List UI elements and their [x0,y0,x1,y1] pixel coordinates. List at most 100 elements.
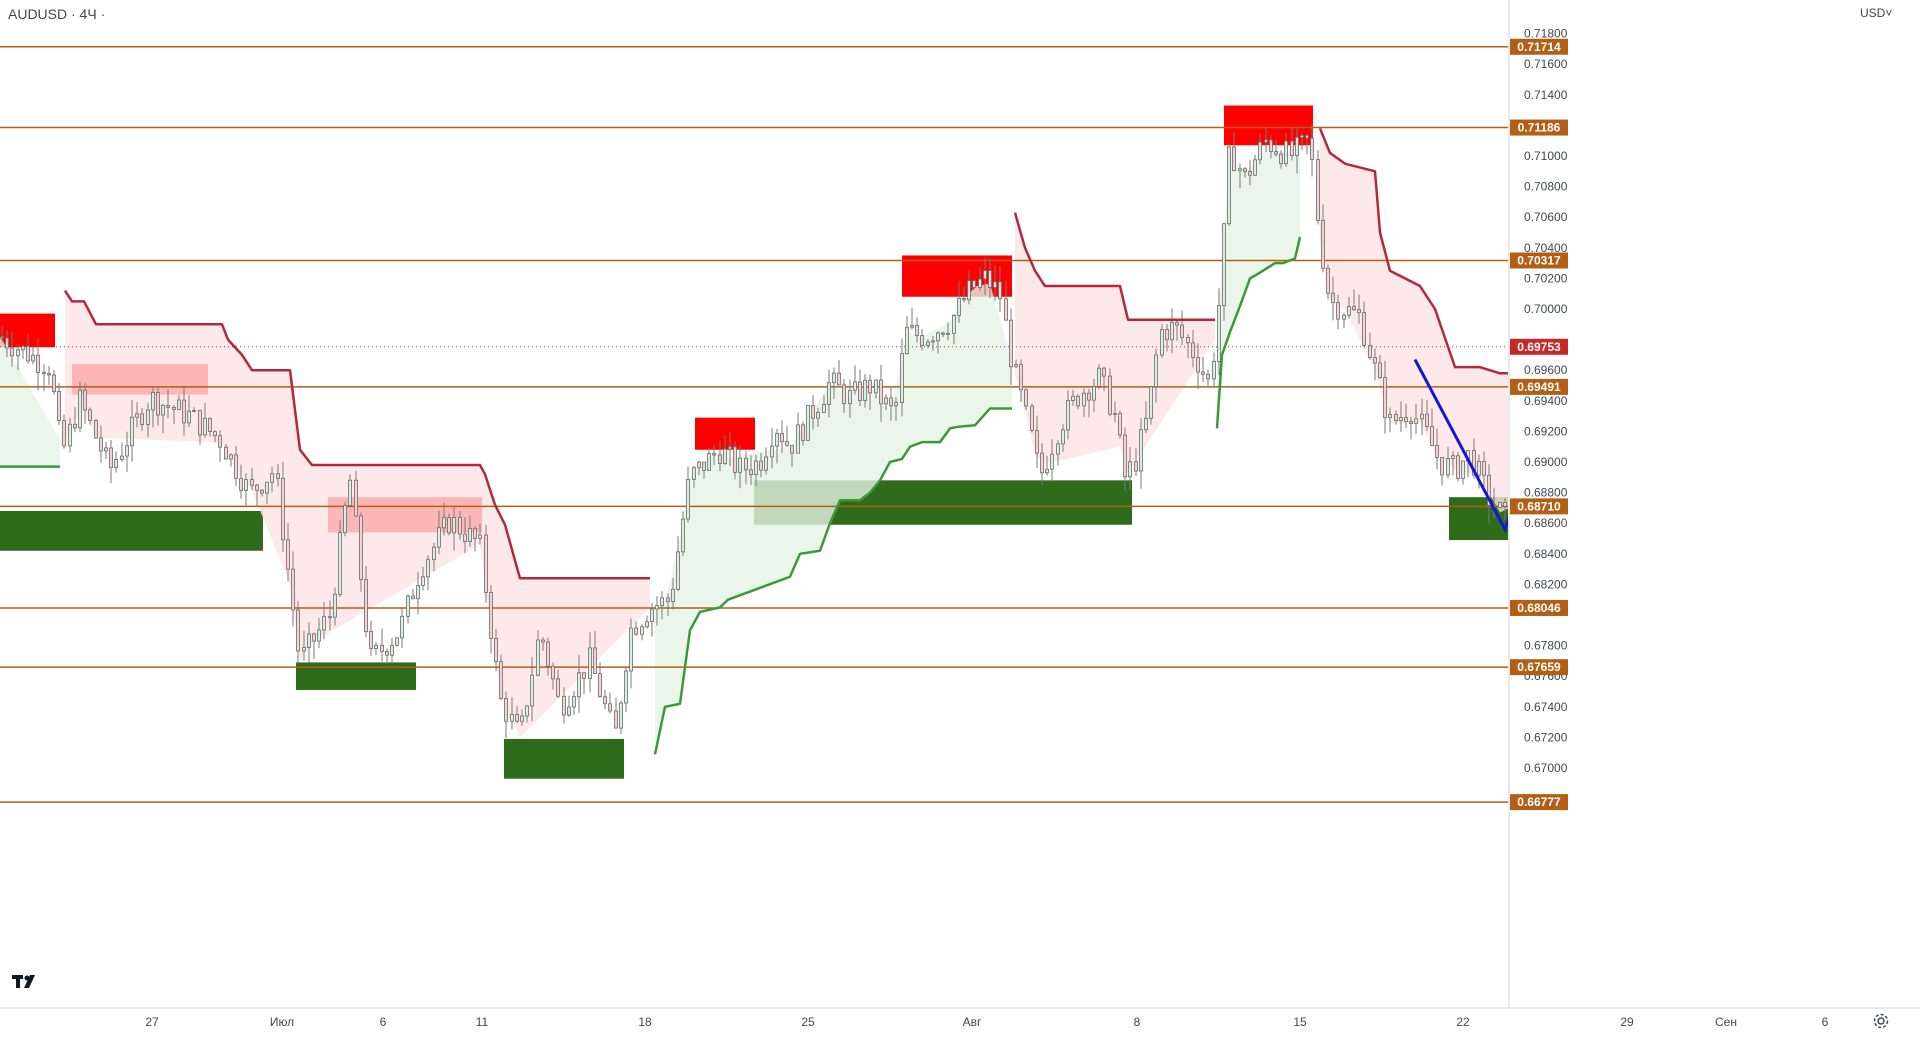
candle-body [614,710,618,729]
price-level-tag-label: 0.67659 [1517,660,1561,674]
price-level-tag[interactable] [1510,252,1568,269]
candle-body [952,315,956,334]
candle-body [52,374,56,392]
candle-body [957,298,961,316]
bear-trail-line [1013,212,1215,321]
candle-body [1310,137,1314,161]
time-tick-label: 22 [1456,1015,1470,1029]
candle-body [296,609,300,652]
candle-body [941,332,945,335]
time-tick-label: 27 [145,1015,159,1029]
price-tick-label: 0.68400 [1524,547,1568,561]
price-level-tag[interactable] [1510,378,1568,395]
current-price-tag[interactable] [1510,338,1568,355]
time-tick-label: 6 [1822,1015,1829,1029]
candle-body [395,637,399,646]
candle-body [593,647,597,675]
candle-body [816,412,820,419]
candle-body [790,444,794,454]
candle-body [619,702,623,729]
price-level-tag[interactable] [1510,599,1568,616]
price-tick-label: 0.69400 [1524,394,1568,408]
time-tick-label: 11 [476,1015,489,1029]
bear-trail-fill [1320,128,1565,513]
tradingview-logo-icon[interactable] [10,970,44,992]
candle-body [203,417,207,436]
candle-body [166,405,170,408]
currency-selector[interactable]: USD˅ [1860,6,1892,20]
time-axis[interactable]: 27 Июл 6 11 18 25 Авг 8 15 22 29 Сен 6 [0,1007,1920,1029]
time-tick-label: Авг [963,1015,982,1029]
bull-trail-line [653,407,1012,755]
candle-body [515,713,519,722]
price-tick-label: 0.67000 [1524,761,1568,775]
time-tick-label: 18 [638,1015,652,1029]
time-tick-label: Сен [1715,1015,1737,1029]
candle-body [1232,146,1236,172]
gear-icon[interactable] [1872,1012,1890,1030]
candle-body [1274,151,1278,155]
candle-body [62,420,66,447]
horizontal-levels[interactable] [0,46,1508,803]
candle-body [1425,413,1429,428]
candle-body [562,695,566,716]
candle-body [806,405,810,441]
candle-body [255,484,259,491]
candle-body [1118,413,1122,436]
candle-body [21,345,25,351]
candles [0,124,1580,739]
candle-body [1186,337,1190,344]
price-level-tag[interactable] [1510,38,1568,55]
candle-body [0,336,4,339]
candle-body [796,424,800,454]
price-tick-label: 0.71800 [1524,27,1568,41]
candle-body [452,517,456,534]
candle-body [749,469,753,476]
candle-body [842,384,846,405]
demand-zone [0,510,263,551]
candle-body [1071,395,1075,401]
price-axis[interactable]: 0.71800 0.71600 0.71400 0.71000 0.70800 0.706… [1508,0,1920,1038]
candle-body [692,467,696,480]
candle-body [307,633,311,648]
candle-body [853,381,857,391]
candle-body [135,413,139,418]
candle-body [738,457,742,473]
supply-zone [1224,105,1313,146]
candle-body [962,298,966,301]
candle-body [645,621,649,628]
price-level-tag[interactable] [1510,659,1568,676]
candle-body [1066,400,1070,431]
candle-body [1404,417,1408,422]
candle-body [603,696,607,705]
candle-body [354,479,358,517]
symbol-label[interactable]: AUDUSD · 4Ч · [8,6,106,22]
candle-body [177,399,181,410]
price-level-tag[interactable] [1510,119,1568,136]
candle-body [120,455,124,460]
candle-body [156,392,160,416]
candle-body [499,661,503,699]
candle-body [1248,171,1252,176]
candle-body [1191,342,1195,358]
candle-body [780,433,784,443]
candle-body [733,446,737,473]
candle-body [1092,385,1096,401]
price-tick-label: 0.67800 [1524,639,1568,653]
price-level-tag[interactable] [1510,794,1568,811]
candle-body [1446,458,1450,476]
candle-body [442,517,446,529]
price-level-tag[interactable] [1510,498,1568,515]
candle-body [130,416,134,447]
candle-body [447,517,451,534]
candle-body [1456,455,1460,479]
candle-body [702,461,706,471]
candle-body [946,332,950,335]
candle-body [931,340,935,343]
candle-body [993,281,997,288]
candle-body [1087,392,1091,401]
candle-body [978,278,982,288]
candle-body [1342,314,1346,320]
candle-body [1451,455,1455,459]
